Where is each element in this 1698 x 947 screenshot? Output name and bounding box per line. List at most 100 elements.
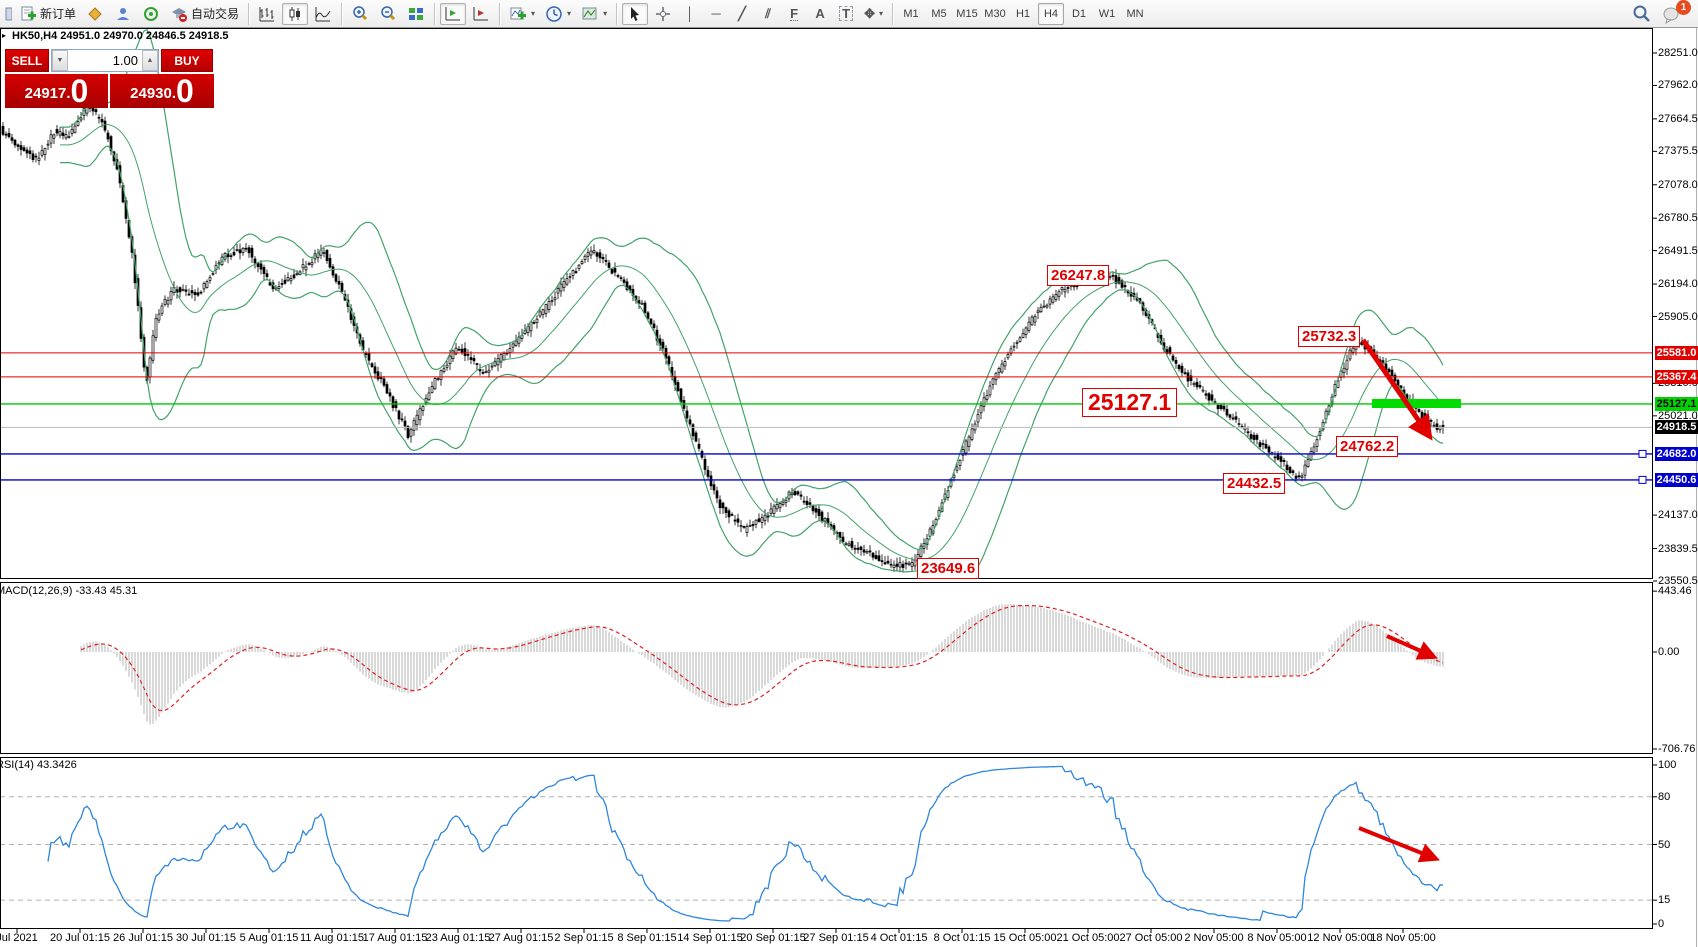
trend-arrow-2[interactable]	[1386, 634, 1438, 660]
candlestick-chart-button[interactable]	[282, 2, 309, 25]
timeframe-button-d1[interactable]: D1	[1071, 7, 1087, 20]
rsi-panel[interactable]	[0, 765, 1653, 922]
chart-shift-icon	[473, 6, 489, 20]
sell-price-display[interactable]: 24917. 0	[5, 74, 108, 108]
timeframe-button-h1[interactable]: H1	[1015, 7, 1031, 20]
timeframe-button-m15[interactable]: M15	[956, 7, 978, 20]
timeframe-button-m30[interactable]: M30	[984, 7, 1006, 20]
templates-icon	[582, 7, 597, 19]
buy-price-display[interactable]: 24930. 0	[110, 74, 214, 108]
candlestick-chart-icon	[289, 6, 301, 21]
volume-increase-button[interactable]: ▲	[142, 50, 158, 71]
chart-window[interactable]: ▸ HK50,H4 24951.0 24970.0 24846.5 24918.…	[0, 28, 1698, 947]
text-icon: A	[815, 6, 825, 21]
price-annotation-24432.5[interactable]: 24432.5	[1223, 473, 1286, 494]
text-label-button[interactable]: T	[834, 3, 858, 25]
trend-arrow-1[interactable]	[1360, 338, 1433, 441]
channel-button[interactable]: ⫽	[756, 3, 780, 25]
signal-button[interactable]	[138, 3, 164, 25]
new-order-icon	[21, 6, 36, 20]
timeframe-button-m1[interactable]: M1	[903, 7, 919, 20]
bar-chart-button[interactable]	[254, 3, 280, 25]
price-panel[interactable]	[0, 29, 1653, 594]
fibonacci-button[interactable]: F	[782, 3, 806, 25]
macd-panel[interactable]	[80, 604, 1444, 725]
periods-clock-icon	[546, 5, 562, 22]
equidistant-channel-icon: ⫽	[765, 6, 771, 21]
price-annotation-24762.2[interactable]: 24762.2	[1336, 436, 1399, 457]
horizontal-line-icon: ─	[711, 6, 721, 21]
new-order-button[interactable]: 新订单	[15, 3, 80, 25]
toolbar-separator	[616, 2, 618, 25]
bollinger-lower	[59, 145, 1444, 578]
indicators-button[interactable]: ▾	[505, 3, 539, 25]
crosshair-button[interactable]	[650, 3, 676, 25]
auto-trading-icon	[172, 7, 188, 22]
crosshair-icon	[656, 6, 671, 21]
price-annotation-23649.6[interactable]: 23649.6	[917, 558, 980, 579]
price-annotation-26247.8[interactable]: 26247.8	[1047, 265, 1110, 286]
cursor-button[interactable]	[622, 2, 649, 25]
indicators-icon	[510, 7, 527, 19]
auto-trading-label: 自动交易	[191, 7, 240, 21]
indicators-dropdown-caret: ▾	[531, 9, 536, 18]
clipped-icon[interactable]	[3, 3, 13, 25]
arrows-dropdown-caret: ▾	[878, 9, 883, 18]
main-toolbar: 新订单 自动交易	[0, 0, 1698, 28]
trend-arrow-3[interactable]	[1358, 826, 1440, 863]
timeframe-button-h4[interactable]: H4	[1038, 2, 1064, 25]
notifications-button[interactable]: 1	[1658, 0, 1691, 25]
chart-shift-button[interactable]	[468, 3, 494, 25]
auto-trading-button[interactable]: 自动交易	[166, 3, 243, 25]
sell-button[interactable]: SELL	[5, 49, 49, 72]
volume-input[interactable]	[68, 50, 142, 71]
search-button[interactable]	[1628, 3, 1656, 25]
timeframe-button-m5[interactable]: M5	[931, 7, 947, 20]
bollinger-middle	[59, 123, 1444, 561]
buy-price-main: 24930.	[130, 85, 177, 102]
horizontal-line-button[interactable]: ─	[704, 3, 728, 25]
auto-scroll-button[interactable]	[440, 2, 467, 25]
toolbar-separator	[892, 2, 893, 25]
timeframe-button-mn[interactable]: MN	[1126, 7, 1144, 20]
navigator-button[interactable]	[110, 3, 136, 25]
templates-dropdown-caret: ▾	[603, 9, 608, 18]
new-order-label: 新订单	[40, 7, 77, 21]
text-button[interactable]: A	[808, 3, 832, 25]
clipped-icon-glyph	[5, 7, 12, 20]
auto-scroll-icon	[445, 6, 461, 20]
panel-border	[0, 582, 1653, 754]
market-watch-icon	[88, 6, 102, 21]
toolbar-separator	[499, 2, 501, 25]
line-handle[interactable]	[1638, 475, 1647, 484]
bar-chart-icon	[259, 6, 275, 21]
price-annotation-25127.1[interactable]: 25127.1	[1082, 388, 1178, 417]
zoom-in-button[interactable]	[347, 3, 373, 25]
signal-icon	[144, 6, 159, 21]
cursor-icon	[631, 6, 640, 21]
highlight-zone[interactable]	[1372, 399, 1461, 408]
tile-windows-button[interactable]	[403, 3, 429, 25]
line-handle[interactable]	[1638, 449, 1647, 458]
macd-signal-line	[80, 604, 1444, 712]
zoom-out-button[interactable]	[375, 3, 401, 25]
toolbar-separator	[248, 2, 250, 25]
line-chart-button[interactable]	[310, 3, 336, 25]
sell-price-big-digit: 0	[70, 73, 89, 109]
timeframe-button-w1[interactable]: W1	[1098, 7, 1116, 20]
arrows-button[interactable]: ✥ ▾	[860, 3, 887, 25]
templates-button[interactable]: ▾	[577, 3, 611, 25]
bollinger-upper	[59, 29, 1444, 551]
chart-canvas[interactable]	[0, 28, 1698, 947]
market-watch-button[interactable]	[82, 3, 108, 25]
trendline-button[interactable]: ╱	[730, 3, 754, 25]
volume-decrease-button[interactable]: ▼	[52, 50, 68, 71]
vertical-line-button[interactable]: │	[678, 3, 702, 25]
fibonacci-icon: F	[790, 5, 799, 21]
buy-button[interactable]: BUY	[161, 49, 213, 72]
panel-border	[0, 28, 1653, 579]
periods-button[interactable]: ▾	[541, 3, 575, 25]
rsi-line	[47, 765, 1444, 922]
notification-badge: 1	[1676, 0, 1691, 15]
price-annotation-25732.3[interactable]: 25732.3	[1298, 326, 1361, 347]
